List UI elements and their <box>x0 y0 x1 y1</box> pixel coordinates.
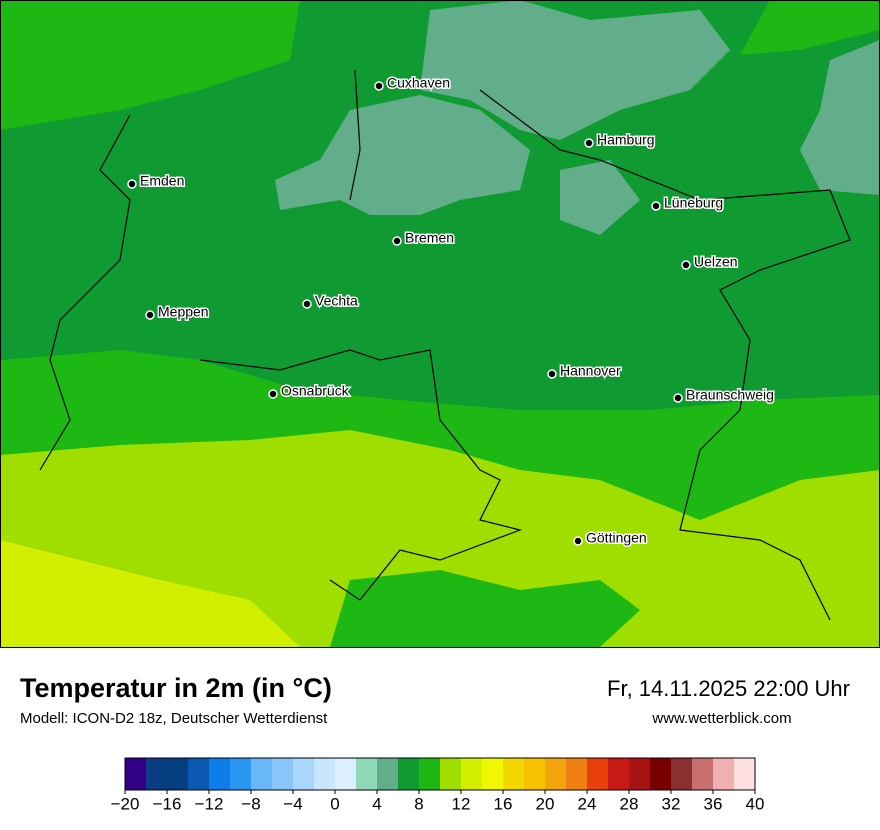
city-label: Uelzen <box>694 254 738 270</box>
city-label: Bremen <box>405 230 454 246</box>
city-dot <box>374 81 384 91</box>
subtitle: Modell: ICON-D2 18z, Deutscher Wetterdie… <box>20 710 328 727</box>
city-label: Meppen <box>158 304 209 320</box>
colorbar-segment <box>272 758 294 790</box>
colorbar-tick-label: 24 <box>578 794 597 813</box>
colorbar-segment <box>209 758 231 790</box>
city-markers: Cuxhaven Hamburg Emden Lüneburg Bremen U… <box>127 73 775 547</box>
colorbar-frame <box>124 757 756 791</box>
colorbar-tick-label: 16 <box>494 794 513 813</box>
city-label: Vechta <box>315 293 358 309</box>
colorbar-segment <box>482 758 504 790</box>
colorbar-tick-label: −20 <box>111 794 140 813</box>
colorbar-segment <box>125 758 147 790</box>
colorbar-segment <box>356 758 378 790</box>
colorbar-tick-label: 28 <box>620 794 639 813</box>
colorbar-segment <box>314 758 336 790</box>
colorbar-segment <box>251 758 273 790</box>
colorbar-tick-label: 36 <box>704 794 723 813</box>
colorbar-segment <box>503 758 525 790</box>
map <box>0 0 880 647</box>
city-dot <box>573 536 583 546</box>
colorbar-tick-label: 20 <box>536 794 555 813</box>
border <box>39 69 851 621</box>
city-label: Hannover <box>560 363 621 379</box>
city-dot <box>681 260 691 270</box>
website: www.wetterblick.com <box>651 710 791 727</box>
colorbar-segment <box>734 758 756 790</box>
colorbar-tick-label: 12 <box>452 794 471 813</box>
city-dot <box>584 138 594 148</box>
city-dot <box>127 179 137 189</box>
title: Temperatur in 2m (in °C) <box>20 673 332 703</box>
colorbar-tick-label: 4 <box>372 794 381 813</box>
colorbar-tick-label: −12 <box>195 794 224 813</box>
colorbar-tick-label: 40 <box>746 794 765 813</box>
colorbar-segment <box>146 758 168 790</box>
sea-region <box>0 0 300 130</box>
city-label: Göttingen <box>586 530 647 546</box>
sea-region <box>740 0 880 55</box>
city-dot <box>268 389 278 399</box>
warm-region <box>0 430 880 647</box>
city-dot <box>547 369 557 379</box>
cool-region <box>420 0 730 140</box>
colorbar-tick-label: 8 <box>414 794 423 813</box>
city-dot <box>392 236 402 246</box>
colorbar-segment <box>713 758 735 790</box>
city-label: Osnabrück <box>281 383 350 399</box>
colorbar-segment <box>335 758 357 790</box>
city-dot <box>145 310 155 320</box>
colorbar-segment <box>167 758 189 790</box>
colorbar-tick-label: 32 <box>662 794 681 813</box>
cool-region <box>560 160 640 235</box>
colorbar-segment <box>629 758 651 790</box>
colorbar-segment <box>188 758 210 790</box>
cool-region <box>275 95 530 215</box>
city-label: Braunschweig <box>686 387 774 403</box>
colorbar-tick-label: 0 <box>330 794 339 813</box>
colorbar-segment <box>524 758 546 790</box>
city-label: Emden <box>140 173 184 189</box>
colorbar-tick-label: −4 <box>283 794 302 813</box>
colorbar-segment <box>440 758 462 790</box>
colorbar: −20 −16 −12 −8 −4 0 4 8 12 16 20 24 28 32 36 40 <box>111 757 765 813</box>
colorbar-segment <box>461 758 483 790</box>
colorbar-segment <box>692 758 714 790</box>
colorbar-segment <box>587 758 609 790</box>
colorbar-segment <box>419 758 441 790</box>
colorbar-segment <box>566 758 588 790</box>
colorbar-tick-label: −8 <box>241 794 260 813</box>
city-dot <box>651 201 661 211</box>
city-dot <box>302 299 312 309</box>
city-label: Lüneburg <box>664 195 723 211</box>
colorbar-segment <box>377 758 399 790</box>
colorbar-segment <box>545 758 567 790</box>
mild-region <box>330 570 640 647</box>
colorbar-segment <box>230 758 252 790</box>
colorbar-segment <box>650 758 672 790</box>
warmer-region <box>0 540 300 647</box>
colorbar-segment <box>608 758 630 790</box>
colorbar-segment <box>671 758 693 790</box>
city-dot <box>673 393 683 403</box>
colorbar-tick-label: −16 <box>153 794 182 813</box>
datetime: Fr, 14.11.2025 22:00 Uhr <box>607 676 850 701</box>
city-label: Cuxhaven <box>387 75 450 91</box>
cool-region <box>800 40 880 195</box>
colorbar-segment <box>398 758 420 790</box>
colorbar-segment <box>293 758 315 790</box>
city-label: Hamburg <box>597 132 655 148</box>
